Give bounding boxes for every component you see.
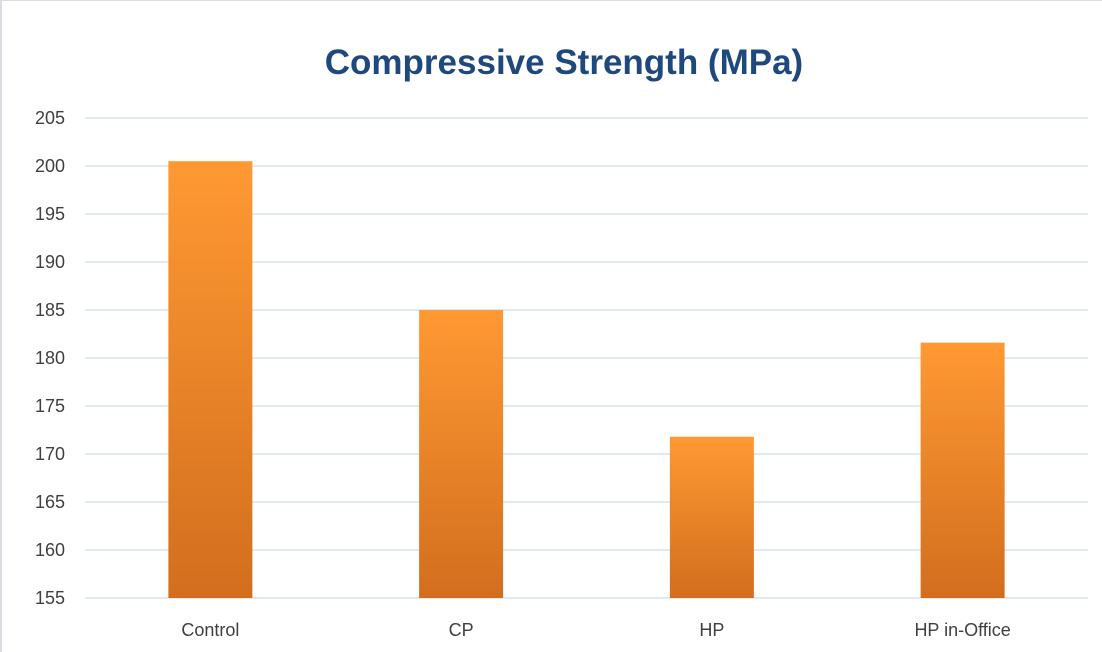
y-tick-label: 170: [35, 444, 65, 464]
y-tick-label: 165: [35, 492, 65, 512]
y-tick-label: 180: [35, 348, 65, 368]
y-tick-label: 175: [35, 396, 65, 416]
y-tick-label: 200: [35, 156, 65, 176]
bars: [168, 161, 1005, 598]
bar-hp: [669, 436, 754, 598]
y-tick-label: 205: [35, 108, 65, 128]
y-tick-label: 160: [35, 540, 65, 560]
y-tick-label: 190: [35, 252, 65, 272]
y-tick-label: 185: [35, 300, 65, 320]
y-tick-label: 155: [35, 588, 65, 608]
bar-hp-in-office: [920, 342, 1005, 598]
x-category-label: Control: [181, 620, 239, 640]
bar-control: [168, 161, 253, 598]
x-axis-category-labels: Control CP HP HP in-Office: [181, 620, 1010, 640]
x-category-label: HP: [699, 620, 724, 640]
chart-title: Compressive Strength (MPa): [325, 43, 803, 82]
x-category-label: CP: [449, 620, 474, 640]
x-category-label: HP in-Office: [914, 620, 1010, 640]
y-axis-tick-labels: 205 200 195 190 185 180 175 170 165 160 155: [35, 108, 65, 608]
y-tick-label: 195: [35, 204, 65, 224]
bar-cp: [419, 310, 504, 598]
